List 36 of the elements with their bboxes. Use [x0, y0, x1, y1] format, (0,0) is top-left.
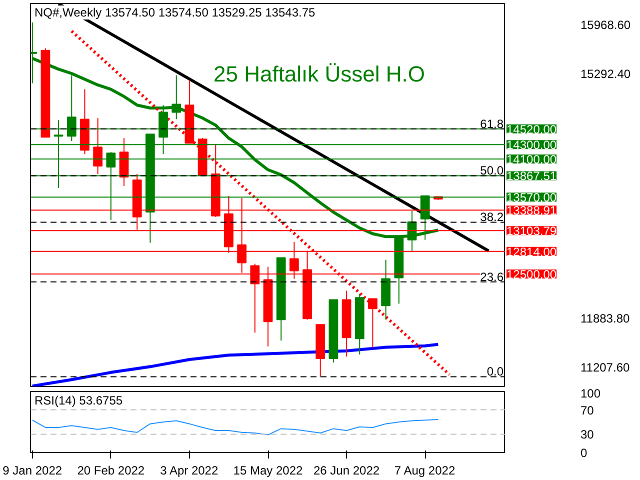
- annotation: 25 Haftalık Üssel H.O: [214, 62, 426, 86]
- annotation: 61.8: [480, 116, 504, 131]
- ref-line-label: 13570.00: [506, 190, 557, 205]
- ref-line-label: 13103.79: [506, 224, 557, 238]
- ref-line-label: 12500.00: [506, 267, 557, 282]
- x-tick-label: 9 Jan 2022: [2, 464, 62, 478]
- y-tick-label: 30: [580, 428, 594, 442]
- line-series: [32, 419, 439, 436]
- ref-line-label: 12814.00: [506, 244, 557, 259]
- y-tick-label: 0: [580, 446, 588, 460]
- ref-line-label: 13867.51: [506, 169, 557, 184]
- candlestick: [93, 118, 103, 175]
- x-tick-label: 7 Aug 2022: [394, 464, 456, 478]
- annotation: 38.2: [480, 210, 504, 224]
- x-tick-label: 3 Apr 2022: [160, 464, 218, 478]
- x-tick-label: 15 May 2022: [233, 464, 304, 478]
- chart-title: RSI(14) 53.6755: [34, 394, 123, 408]
- y-tick-label: 15292.40: [580, 66, 631, 81]
- y-tick-label: 11883.80: [580, 312, 630, 326]
- candlestick: [172, 74, 182, 120]
- ref-line-label: 14100.00: [506, 152, 557, 166]
- x-tick-label: 20 Feb 2022: [77, 464, 145, 478]
- ref-line-label: 13388.91: [506, 204, 557, 218]
- chart-title: NQ#,Weekly 13574.50 13574.50 13529.25 13543.75: [34, 6, 316, 20]
- y-tick-label: 11207.60: [580, 360, 630, 374]
- y-tick-label: 100: [580, 386, 601, 400]
- line-series: [30, 342, 440, 386]
- ref-line-label: 14520.00: [506, 122, 557, 136]
- x-tick-label: 26 Jun 2022: [314, 464, 380, 478]
- ref-line-label: 14300.00: [506, 138, 557, 152]
- y-tick-label: 15968.60: [580, 18, 631, 32]
- y-tick-label: 70: [580, 403, 594, 418]
- annotation: 23.6: [480, 270, 504, 284]
- candlestick: [368, 298, 378, 348]
- annotation: 50.0: [480, 164, 504, 178]
- annotation: 0.0: [486, 364, 504, 379]
